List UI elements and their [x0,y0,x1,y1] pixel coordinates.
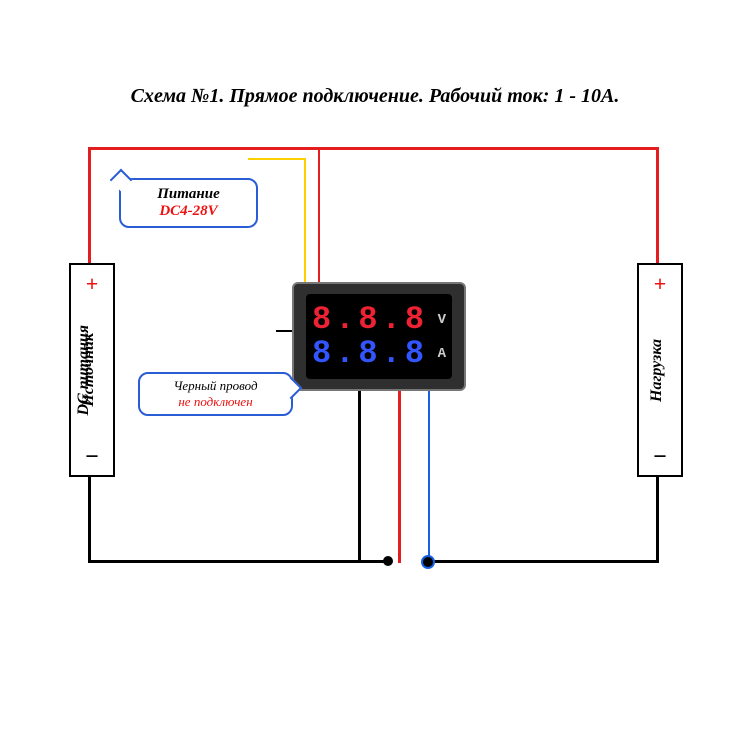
source-minus: − [85,444,99,471]
load-label: Нагрузка [648,339,666,402]
wire-red-top [90,147,658,150]
wire-black-bottom-h1 [88,560,391,563]
wire-red-thin-v [318,149,320,282]
load-box: + Нагрузка − [637,263,683,477]
current-digits: 8.8.8 [312,338,428,370]
load-minus: − [653,444,667,471]
meter-module: 8.8.8 V 8.8.8 A [292,282,466,391]
current-readout: 8.8.8 A [312,338,446,370]
wire-black-load-down [656,473,659,563]
wire-yellow-h [248,158,306,160]
callout-black-line2: не подключен [148,394,283,410]
source-label-2: DC питания [75,325,93,416]
node-blue [421,555,435,569]
wire-black-src-down [88,473,91,563]
wire-blue-v [428,387,430,562]
wire-black-bottom-h2 [425,560,659,563]
callout-power-tail [110,169,133,192]
callout-power-line2: DC4-28V [131,203,246,220]
power-source-box: + Источник DC питания − [69,263,115,477]
wire-red-left-down [88,147,91,265]
current-unit-icon: A [438,347,446,361]
wire-black-meter-down [358,387,361,562]
wire-red-right-down [656,147,659,265]
callout-black-wire: Черный провод не подключен [138,372,293,416]
voltage-digits: 8.8.8 [312,304,428,336]
callout-power: Питание DC4-28V [119,178,258,228]
wire-yellow-v [304,159,306,283]
voltage-readout: 8.8.8 V [312,304,446,336]
voltage-unit-icon: V [438,313,446,327]
diagram-title: Схема №1. Прямое подключение. Рабочий то… [0,85,750,108]
node-black [383,556,393,566]
source-plus: + [86,271,99,297]
callout-power-line1: Питание [131,186,246,203]
callout-black-line1: Черный провод [148,378,283,394]
meter-screen: 8.8.8 V 8.8.8 A [306,294,452,379]
wire-red-meter-down [398,387,401,563]
load-plus: + [654,271,667,297]
